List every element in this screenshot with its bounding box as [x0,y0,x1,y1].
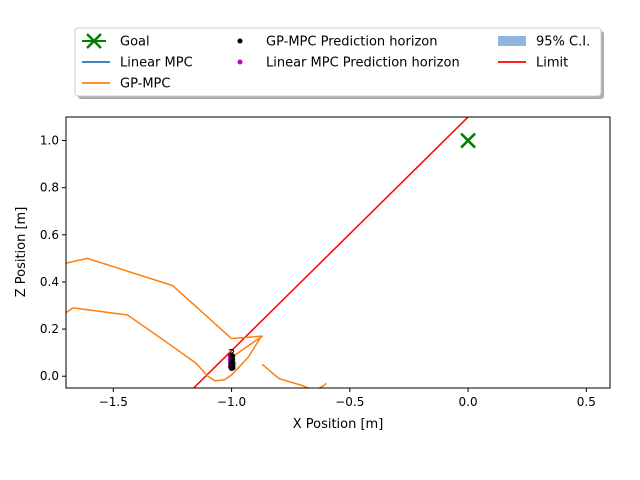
limit-line [193,117,469,388]
legend-entry: Linear MPC [82,56,193,71]
step-annotation: 0 [228,360,236,374]
legend-swatch [86,33,102,49]
legend-swatch [498,36,526,46]
x-tick-label: 0.5 [577,395,596,409]
x-tick-label: −1.0 [217,395,246,409]
y-tick-label: 0.8 [40,181,59,195]
y-axis: 0.0 0.2 0.4 0.6 0.8 1.0 [40,134,66,383]
legend-swatch [237,38,243,44]
y-tick-label: 0.6 [40,228,59,242]
x-tick-label: 0.0 [459,395,478,409]
step-annotation: 3 [228,347,236,361]
gp-mpc-trajectory [66,307,261,382]
gp-prediction-point [230,357,236,363]
x-axis-label: X Position [m] [293,417,384,432]
step-annotation: 2 [228,352,236,366]
legend-label: Linear MPC Prediction horizon [266,56,460,71]
legend-label: Goal [120,35,150,50]
legend: Goal Linear MPC GP-MPC GP-MPC Prediction ho… [74,27,604,99]
gp-prediction-point [230,353,236,359]
goal-marker-stroke [460,132,476,149]
legend-entry: Limit [498,56,568,71]
legend-label: GP-MPC Prediction horizon [266,35,437,50]
x-tick-label: −0.5 [335,395,364,409]
legend-label: 95% C.I. [536,35,590,50]
x-tick-label: −1.5 [99,395,128,409]
goal-marker [460,132,476,149]
legend-entry: GP-MPC Prediction horizon [237,35,437,50]
step-annotation: 1 [228,356,236,370]
gp-prediction-point [230,360,236,366]
y-tick-label: 0.4 [40,275,59,289]
y-axis-label: Z Position [m] [14,207,29,298]
legend-swatch [237,59,243,65]
axes-frame [65,116,611,389]
x-axis: −1.5 −1.0 −0.5 0.0 0.5 [99,388,596,409]
legend-entry: 95% C.I. [498,35,590,50]
legend-label: GP-MPC [120,77,170,92]
y-tick-label: 1.0 [40,134,59,148]
legend-label: Limit [536,56,568,71]
gp-mpc-trajectory [261,363,327,388]
y-tick-label: 0.0 [40,369,59,383]
legend-entry: Goal [82,33,150,50]
legend-entry: GP-MPC [82,77,170,92]
legend-label: Linear MPC [120,56,193,71]
y-tick-label: 0.2 [40,322,59,336]
legend-entry: Linear MPC Prediction horizon [237,56,460,71]
